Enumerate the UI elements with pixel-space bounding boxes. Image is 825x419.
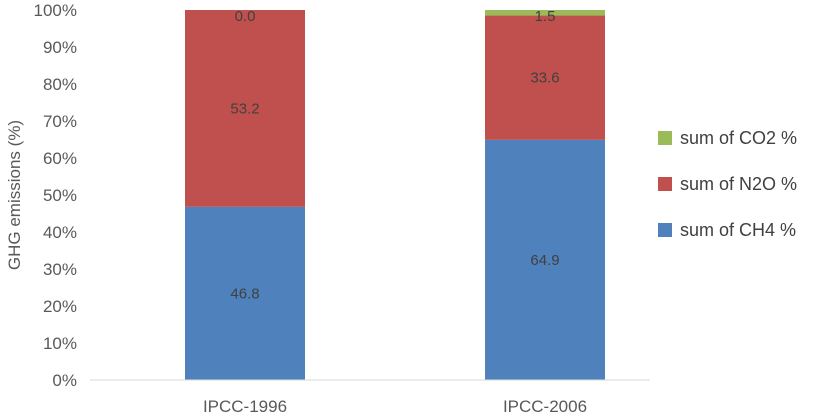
y-tick-label: 80%: [43, 75, 77, 94]
y-tick-label: 50%: [43, 186, 77, 205]
y-tick-label: 60%: [43, 149, 77, 168]
y-tick-label: 10%: [43, 334, 77, 353]
y-tick-label: 100%: [34, 1, 77, 20]
y-tick-label: 30%: [43, 260, 77, 279]
data-labels: 46.8 53.2 0.0 64.9 33.6 1.5: [230, 8, 559, 302]
legend-label: sum of CH4 %: [680, 220, 796, 240]
y-axis-ticks: 0% 10% 20% 30% 40% 50% 60% 70% 80% 90% 100%: [34, 1, 77, 390]
y-tick-label: 70%: [43, 112, 77, 131]
y-axis-title: GHG emissions (%): [5, 120, 24, 270]
bar-segment: [185, 10, 305, 207]
data-label: 64.9: [530, 252, 559, 269]
bars: [185, 10, 605, 380]
bar-segment: [485, 139, 605, 380]
legend: sum of CO2 % sum of N2O % sum of CH4 %: [658, 128, 797, 240]
data-label: 53.2: [230, 100, 259, 117]
bar-segment: [485, 10, 605, 16]
legend-swatch: [658, 223, 672, 237]
legend-swatch: [658, 177, 672, 191]
bar-segment: [485, 15, 605, 140]
y-tick-label: 40%: [43, 223, 77, 242]
data-label: 33.6: [530, 70, 559, 87]
y-tick-label: 90%: [43, 38, 77, 57]
data-label: 46.8: [230, 285, 259, 302]
y-tick-label: 20%: [43, 297, 77, 316]
legend-label: sum of CO2 %: [680, 128, 797, 148]
category-labels: IPCC-1996 IPCC-2006: [203, 397, 587, 416]
y-tick-label: 0%: [52, 371, 77, 390]
data-label: 1.5: [535, 8, 556, 25]
x-category-label: IPCC-2006: [503, 397, 587, 416]
data-label: 0.0: [235, 8, 256, 25]
legend-swatch: [658, 131, 672, 145]
legend-label: sum of N2O %: [680, 174, 797, 194]
x-category-label: IPCC-1996: [203, 397, 287, 416]
bar-segment: [185, 206, 305, 380]
